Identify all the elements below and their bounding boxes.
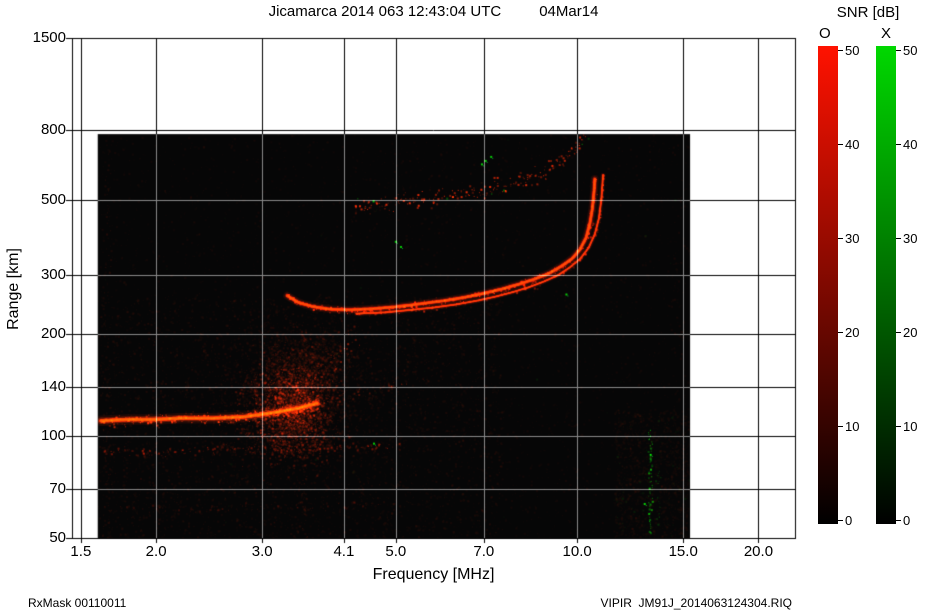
colorbar-tick-mark: [896, 426, 901, 427]
colorbar-tick-label: 30: [845, 231, 860, 246]
colorbar-tick-mark: [896, 520, 901, 521]
colorbar-tick-label: 30: [903, 231, 918, 246]
x-tick-label: 20.0: [743, 543, 774, 560]
colorbar-tick-mark: [896, 238, 901, 239]
data-file-label: VIPIR JM91J_2014063124304.RIQ: [600, 596, 792, 610]
colorbar-tick-label: 0: [903, 513, 911, 528]
y-tick-label: 1500: [32, 29, 66, 46]
colorbar-tick-mark: [838, 144, 843, 145]
x-tick-label: 4.1: [333, 543, 355, 560]
colorbar-tick-label: 10: [903, 419, 918, 434]
colorbar-tick-label: 40: [845, 137, 860, 152]
x-tick-label: 10.0: [562, 543, 592, 560]
rxmask-label: RxMask 00110011: [28, 596, 127, 610]
x-mode-colorbar: [876, 46, 896, 524]
colorbar-tick-label: 20: [845, 325, 860, 340]
x-tick-label: 1.5: [70, 543, 92, 560]
colorbar-tick-label: 50: [845, 43, 860, 58]
x-mode-label: X: [881, 25, 892, 42]
colorbar-tick-label: 10: [845, 419, 860, 434]
o-mode-colorbar: [818, 46, 838, 524]
o-mode-label: O: [819, 25, 831, 42]
y-axis-label: Range [km]: [5, 248, 22, 330]
y-tick-label: 100: [40, 427, 66, 445]
colorbar-tick-label: 20: [903, 325, 918, 340]
plot-date-label: 04Mar14: [539, 3, 599, 20]
y-tick-label: 300: [40, 265, 66, 283]
colorbar-tick-mark: [896, 332, 901, 333]
plot-title: Jicamarca 2014 063 12:43:04 UTC 04Mar14: [72, 3, 795, 20]
colorbar-tick-mark: [838, 238, 843, 239]
colorbar-tick-mark: [838, 426, 843, 427]
plot-title-text: Jicamarca 2014 063 12:43:04 UTC: [268, 3, 502, 20]
colorbar-tick-label: 40: [903, 137, 918, 152]
x-tick-label: 15.0: [668, 543, 698, 560]
snr-colorbar-title: SNR [dB]: [836, 4, 900, 21]
y-tick-label: 200: [40, 325, 66, 343]
x-tick-label: 5.0: [385, 543, 407, 560]
y-tick-label: 140: [40, 377, 66, 395]
colorbar-tick-label: 0: [845, 513, 853, 528]
y-tick-label: 70: [49, 479, 66, 497]
x-tick-label: 3.0: [251, 543, 273, 560]
x-tick-label: 2.0: [145, 543, 167, 560]
colorbar-tick-mark: [838, 50, 843, 51]
colorbar-tick-mark: [838, 520, 843, 521]
y-tick-label: 500: [40, 190, 66, 208]
x-tick-label: 7.0: [473, 543, 495, 560]
colorbar-tick-mark: [896, 50, 901, 51]
x-axis-label: Frequency [MHz]: [372, 566, 495, 583]
colorbar-tick-label: 50: [903, 43, 918, 58]
colorbar-tick-mark: [896, 144, 901, 145]
y-tick-label: 50: [49, 529, 66, 546]
colorbar-tick-mark: [838, 332, 843, 333]
y-tick-label: 800: [40, 121, 66, 139]
